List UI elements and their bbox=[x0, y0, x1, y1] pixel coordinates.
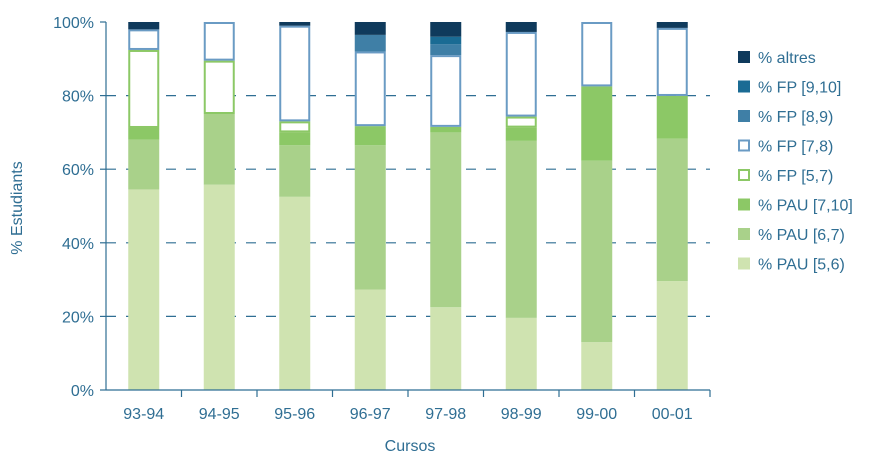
y-tick-label: 20% bbox=[62, 309, 94, 326]
bar-segment bbox=[354, 126, 386, 146]
x-tick-label: 93-94 bbox=[123, 406, 164, 423]
bar-segment bbox=[581, 86, 613, 161]
x-axis-label: Cursos bbox=[385, 438, 436, 454]
bar-segment bbox=[279, 132, 311, 146]
bar-segment bbox=[430, 44, 462, 56]
bar-segment bbox=[656, 281, 688, 390]
bar-segment bbox=[430, 22, 462, 37]
bar-segment bbox=[656, 22, 688, 28]
bar-segment bbox=[279, 25, 311, 122]
x-tick-label: 95-96 bbox=[274, 406, 315, 423]
bar-segment bbox=[430, 132, 462, 308]
legend-label: % FP [5,7) bbox=[758, 168, 833, 185]
bar-segment bbox=[128, 29, 160, 50]
bar-segment bbox=[203, 114, 235, 185]
x-tick-label: 98-99 bbox=[501, 406, 542, 423]
bar-segment bbox=[581, 160, 613, 343]
bar-segment bbox=[505, 22, 537, 32]
bar-segment bbox=[279, 121, 311, 133]
legend-label: % FP [9,10] bbox=[758, 80, 841, 97]
bar-segment bbox=[430, 307, 462, 390]
bar-segment bbox=[656, 138, 688, 282]
bar-segment bbox=[581, 342, 613, 390]
bar-segment bbox=[656, 95, 688, 139]
bar-segment bbox=[505, 116, 537, 128]
x-tick-label: 94-95 bbox=[199, 406, 240, 423]
legend-swatch bbox=[738, 110, 750, 122]
legend-swatch bbox=[738, 257, 750, 270]
legend-label: % PAU [5,6) bbox=[758, 257, 845, 274]
bar-segment bbox=[279, 196, 311, 390]
bar-segment bbox=[354, 289, 386, 390]
bar-segment bbox=[203, 60, 235, 114]
y-tick-label: 0% bbox=[71, 383, 94, 400]
legend-swatch bbox=[738, 228, 750, 240]
bar-segment bbox=[203, 184, 235, 390]
bar-segment bbox=[505, 127, 537, 141]
legend-swatch bbox=[738, 169, 750, 181]
bars-layer bbox=[128, 22, 688, 390]
bar-segment bbox=[354, 22, 386, 35]
legend-label: % PAU [7,10] bbox=[758, 198, 853, 215]
bar-segment bbox=[128, 189, 160, 390]
legend-label: % FP [8,9) bbox=[758, 109, 833, 126]
bar-segment bbox=[203, 22, 235, 61]
y-tick-label: 60% bbox=[62, 162, 94, 179]
y-axis-label: % Estudiants bbox=[9, 161, 26, 254]
x-tick-label: 00-01 bbox=[652, 406, 693, 423]
y-tick-label: 80% bbox=[62, 89, 94, 106]
bar-segment bbox=[354, 145, 386, 290]
x-tick-label: 97-98 bbox=[425, 406, 466, 423]
axis-layer: 0% 20% 40% 60% 80% 100% 93-94 94-95 95-96 96-97 97… bbox=[53, 15, 711, 423]
legend: % altres % FP [9,10] % FP [8,9) % FP [7,8)%… bbox=[738, 50, 853, 274]
legend-swatch bbox=[738, 198, 750, 211]
bar-segment bbox=[354, 34, 386, 52]
bar-segment bbox=[128, 22, 160, 30]
bar-segment bbox=[279, 22, 311, 26]
legend-swatch bbox=[738, 51, 750, 63]
bar-segment bbox=[128, 139, 160, 190]
legend-label: % FP [7,8) bbox=[758, 139, 833, 156]
legend-label: % altres bbox=[758, 50, 816, 67]
x-tick-label: 99-00 bbox=[576, 406, 617, 423]
bar-segment bbox=[505, 140, 537, 318]
legend-swatch bbox=[738, 80, 750, 93]
bar-segment bbox=[430, 126, 462, 133]
bar-segment bbox=[581, 22, 613, 87]
x-tick-label: 96-97 bbox=[350, 406, 391, 423]
legend-swatch bbox=[738, 139, 750, 152]
bar-segment bbox=[279, 145, 311, 197]
bar-segment bbox=[354, 51, 386, 127]
bar-segment bbox=[505, 31, 537, 117]
y-tick-label: 40% bbox=[62, 236, 94, 253]
bar-segment bbox=[128, 127, 160, 140]
bar-segment bbox=[430, 36, 462, 45]
bar-segment bbox=[505, 317, 537, 390]
legend-label: % PAU [6,7) bbox=[758, 227, 845, 244]
bar-segment bbox=[656, 27, 688, 96]
grid-layer bbox=[106, 94, 710, 317]
bar-segment bbox=[430, 55, 462, 127]
bar-segment bbox=[128, 49, 160, 128]
y-tick-label: 100% bbox=[53, 15, 94, 32]
